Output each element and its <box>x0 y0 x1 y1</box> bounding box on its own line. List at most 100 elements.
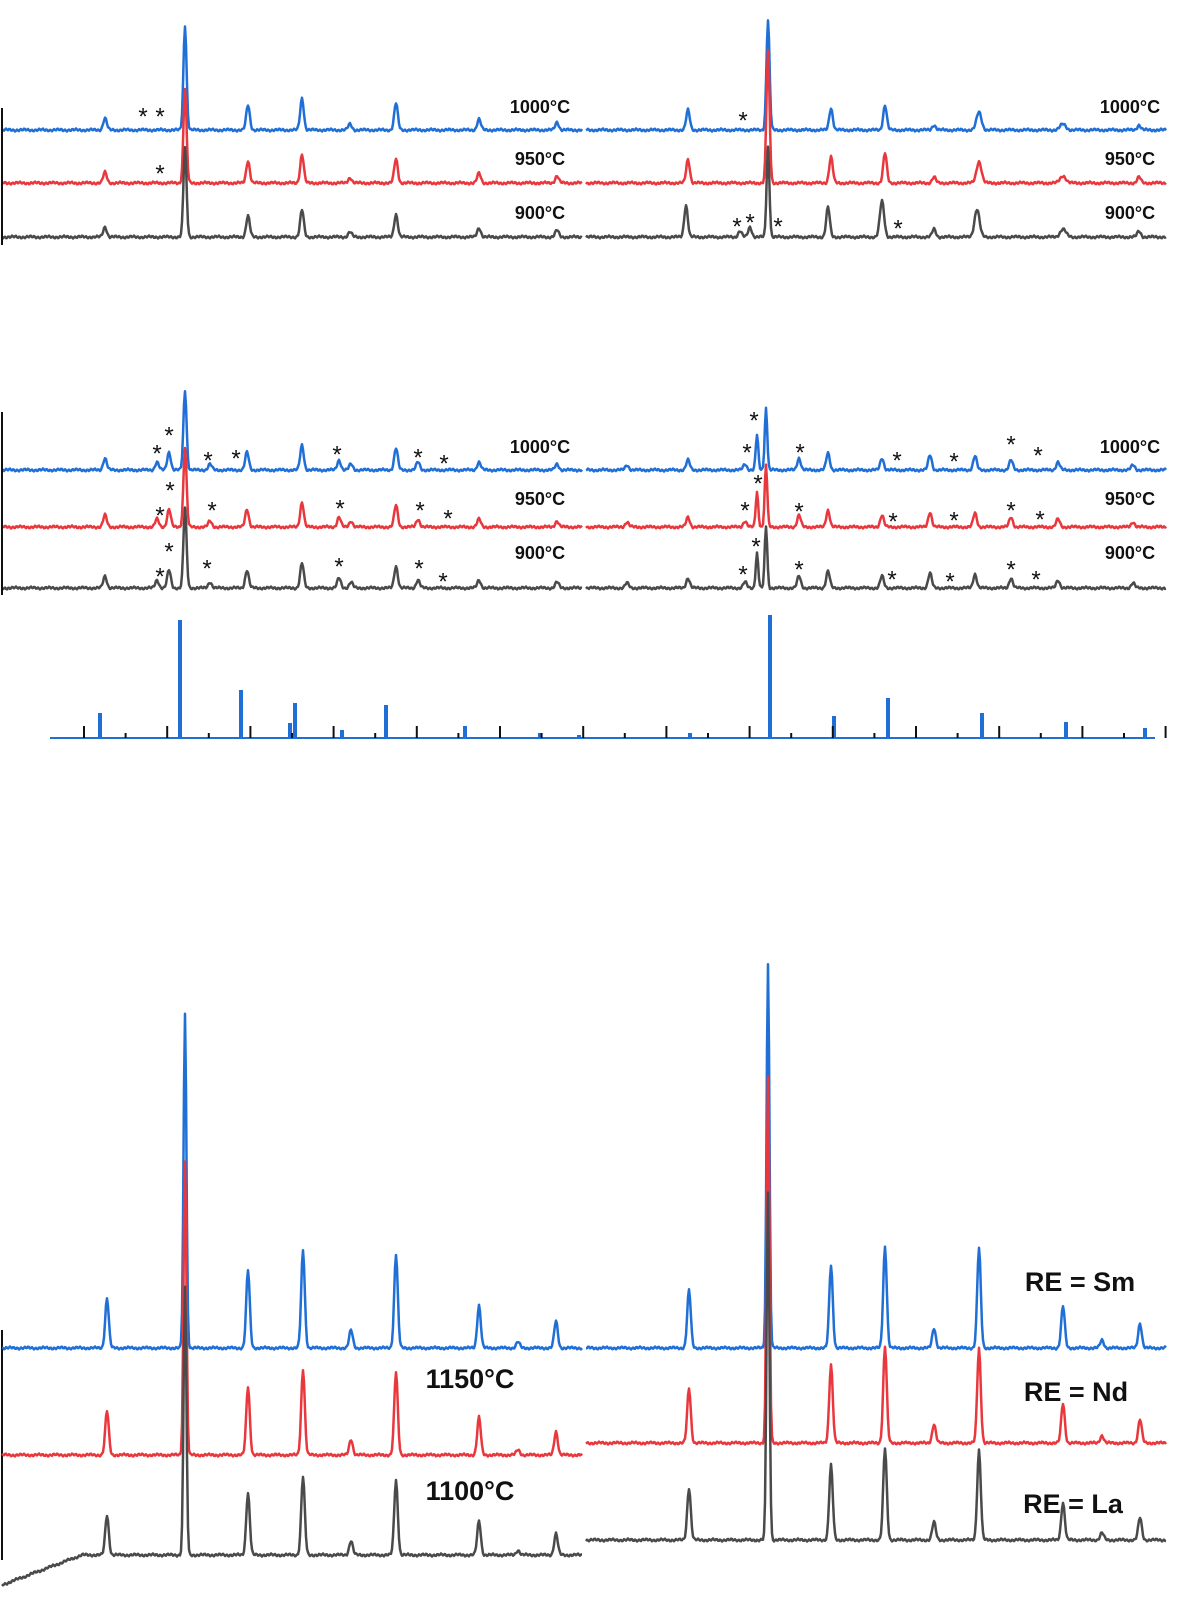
temperature-label: 1000°C <box>1100 97 1160 117</box>
phase-marker: * <box>773 213 782 240</box>
phase-marker: * <box>732 213 741 240</box>
trace <box>585 463 1167 530</box>
series-label: RE = Sm <box>1025 1267 1135 1297</box>
phase-marker: * <box>794 498 803 525</box>
phase-marker: * <box>164 422 173 449</box>
reference-peak <box>538 733 542 738</box>
reference-peak <box>178 620 182 738</box>
temperature-label: 1000°C <box>510 437 570 457</box>
trace <box>1 145 583 240</box>
phase-marker: * <box>415 497 424 524</box>
temperature-label: 1000°C <box>510 97 570 117</box>
phase-marker: * <box>745 209 754 236</box>
phase-marker: * <box>753 470 762 497</box>
reference-peak <box>384 705 388 738</box>
phase-marker: * <box>949 448 958 475</box>
trace <box>1 389 584 473</box>
phase-marker: * <box>1006 431 1015 458</box>
reference-peak <box>1064 722 1068 738</box>
reference-peak <box>288 723 292 738</box>
temperature-label: 950°C <box>1105 489 1155 509</box>
reference-peak <box>832 716 836 738</box>
temperature-label: 1000°C <box>1100 437 1160 457</box>
temperature-label: 950°C <box>1105 149 1155 169</box>
phase-marker: * <box>893 215 902 242</box>
temperature-label: 950°C <box>515 489 565 509</box>
phase-marker: * <box>1035 506 1044 533</box>
phase-marker: * <box>332 441 341 468</box>
reference-peak <box>768 615 772 738</box>
phase-marker: * <box>749 407 758 434</box>
reference-peak <box>293 703 297 738</box>
reference-peak <box>886 698 890 738</box>
phase-marker: * <box>155 502 164 529</box>
phase-marker: * <box>413 444 422 471</box>
temperature-label: 1150°C <box>426 1364 515 1394</box>
phase-marker: * <box>892 447 901 474</box>
series-label: RE = La <box>1023 1489 1124 1519</box>
phase-marker: * <box>751 533 760 560</box>
trace <box>585 48 1167 186</box>
phase-marker: * <box>138 103 147 130</box>
trace <box>584 1191 1167 1543</box>
phase-marker: * <box>335 495 344 522</box>
trace <box>1 1160 583 1458</box>
temperature-label: 950°C <box>515 149 565 169</box>
phase-marker: * <box>742 439 751 466</box>
phase-marker: * <box>1006 556 1015 583</box>
phase-marker: * <box>945 568 954 595</box>
phase-marker: * <box>740 497 749 524</box>
temperature-label: 900°C <box>1105 203 1155 223</box>
phase-marker: * <box>795 439 804 466</box>
phase-marker: * <box>1033 442 1042 469</box>
trace <box>1 1285 583 1587</box>
trace <box>585 145 1167 240</box>
phase-marker: * <box>334 553 343 580</box>
phase-marker: * <box>738 561 747 588</box>
trace <box>585 963 1167 1351</box>
reference-peak <box>239 690 243 738</box>
trace <box>1 25 584 133</box>
phase-marker: * <box>887 566 896 593</box>
reference-peak <box>1143 728 1147 738</box>
phase-marker: * <box>1006 497 1015 524</box>
labels: 1000°C 950°C 900°C 1000°C 950°C 900°C 1000°C 95… <box>138 97 1160 1519</box>
temperature-label: 900°C <box>515 543 565 563</box>
phase-marker: * <box>414 555 423 582</box>
temperature-label: 900°C <box>1105 543 1155 563</box>
phase-marker: * <box>152 440 161 467</box>
phase-marker: * <box>888 508 897 535</box>
trace <box>585 1075 1168 1446</box>
phase-marker: * <box>443 505 452 532</box>
temperature-label: 900°C <box>515 203 565 223</box>
phase-marker: * <box>949 507 958 534</box>
reference-peak <box>688 733 692 738</box>
phase-marker: * <box>738 107 747 134</box>
phase-marker: * <box>439 450 448 477</box>
phase-marker: * <box>438 568 447 595</box>
trace <box>585 19 1168 133</box>
reference-peak <box>577 735 581 738</box>
phase-marker: * <box>1031 566 1040 593</box>
reference-peak <box>980 713 984 738</box>
trace <box>0 87 583 186</box>
phase-marker: * <box>231 445 240 472</box>
reference-peak <box>340 730 344 738</box>
phase-marker: * <box>155 563 164 590</box>
phase-marker: * <box>202 555 211 582</box>
phase-marker: * <box>203 447 212 474</box>
phase-marker: * <box>155 103 164 130</box>
temperature-label: 1100°C <box>426 1476 515 1506</box>
reference-peak <box>98 713 102 738</box>
trace <box>585 406 1167 473</box>
trace <box>1 506 583 591</box>
trace <box>1 446 583 530</box>
phase-marker: * <box>207 497 216 524</box>
trace <box>1 1012 583 1351</box>
phase-marker: * <box>164 538 173 565</box>
series-label: RE = Nd <box>1024 1377 1128 1407</box>
phase-marker: * <box>155 160 164 187</box>
traces <box>0 19 1168 1587</box>
phase-marker: * <box>165 477 174 504</box>
